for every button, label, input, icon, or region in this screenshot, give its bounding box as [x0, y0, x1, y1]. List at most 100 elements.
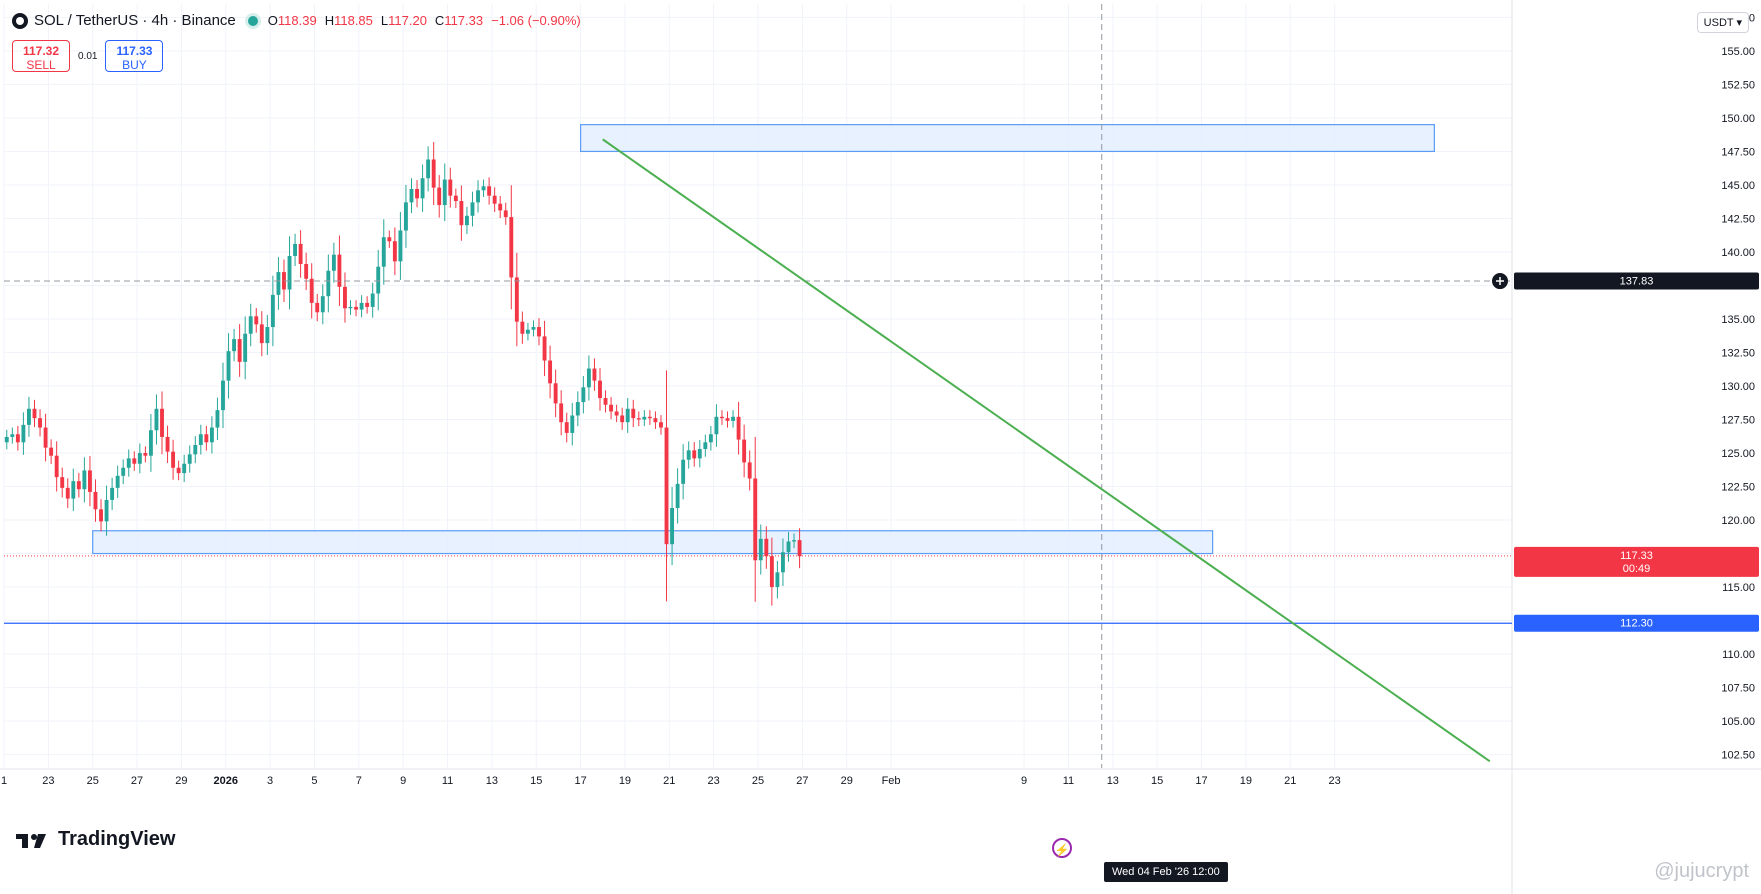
buy-label: BUY: [122, 58, 147, 72]
candle-body: [99, 509, 103, 522]
symbol-title[interactable]: SOL / TetherUS · 4h · Binance: [34, 12, 236, 29]
candle-body: [409, 188, 414, 203]
sell-button[interactable]: 117.32 SELL: [12, 40, 70, 72]
buy-price: 117.33: [116, 44, 153, 58]
candle-body: [221, 380, 225, 411]
candle-body: [753, 478, 758, 561]
low-label: L: [380, 13, 389, 28]
price-tick-label: 120.00: [1721, 515, 1755, 527]
candle-body: [553, 383, 558, 404]
candle-body: [359, 302, 364, 310]
candle-body: [43, 427, 48, 448]
candle-body: [487, 186, 492, 196]
time-tick-label: 13: [1107, 775, 1119, 787]
candle-body: [71, 481, 76, 499]
time-tick-label: 7: [356, 775, 362, 787]
price-tick-label: 145.00: [1721, 180, 1755, 192]
price-tick-label: 110.00: [1722, 649, 1755, 661]
candle-body: [121, 467, 126, 476]
candle-body: [348, 306, 353, 309]
candle-body: [448, 179, 453, 196]
price-tick-label: 147.50: [1721, 146, 1755, 158]
candle-body: [769, 556, 774, 588]
candle-body: [531, 327, 536, 330]
candle-body: [548, 360, 553, 384]
candle-body: [542, 336, 547, 361]
candle-body: [670, 507, 675, 545]
candle-body: [620, 415, 625, 423]
candle-body: [331, 254, 336, 271]
sell-label: SELL: [26, 58, 56, 72]
candle-body: [681, 459, 686, 484]
time-tick-label: 23: [42, 775, 54, 787]
candle-body: [15, 434, 20, 443]
time-tick-label: 19: [1240, 775, 1252, 787]
time-tick-label: 27: [131, 775, 143, 787]
change-value: −1.06 (−0.90%): [491, 13, 581, 28]
candle-body: [581, 387, 586, 403]
lightning-icon[interactable]: ⚡: [1052, 838, 1072, 858]
candle-body: [60, 477, 65, 488]
candle-body: [470, 202, 475, 216]
time-tick-label: 2026: [214, 775, 238, 787]
time-tick-label: 21: [663, 775, 675, 787]
time-tick-label: 11: [442, 775, 453, 787]
spread-value: 0.01: [78, 50, 98, 62]
candle-body: [692, 450, 697, 459]
price-tick-label: 142.50: [1721, 213, 1755, 225]
candle-body: [775, 572, 780, 588]
candlestick-series: [4, 142, 802, 606]
candle-body: [758, 538, 763, 561]
candle-body: [797, 540, 802, 557]
candle-body: [132, 458, 137, 464]
candle-body: [104, 499, 109, 522]
rectangle-zone: [92, 530, 1214, 555]
candle-body: [49, 447, 54, 456]
candle-body: [270, 294, 275, 328]
candle-body: [215, 410, 220, 428]
time-tick-label: 11: [1063, 775, 1074, 787]
candle-body: [137, 453, 142, 464]
candle-body: [354, 306, 358, 310]
candle-body: [731, 416, 735, 421]
candle-body: [781, 552, 785, 573]
price-tick-label: 130.00: [1721, 381, 1755, 393]
candle-body: [614, 411, 619, 416]
candle-body: [315, 302, 320, 313]
price-tick-label: 155.00: [1721, 46, 1755, 58]
candle-body: [625, 408, 630, 423]
price-tick-label: 107.50: [1721, 683, 1755, 695]
tradingview-logo-icon: [16, 833, 46, 848]
candle-body: [243, 333, 248, 362]
price-tick-label: 135.00: [1721, 314, 1755, 326]
line-price-tag-bg: [1514, 614, 1759, 632]
candle-body: [115, 475, 120, 488]
candle-body: [476, 190, 480, 203]
candle-body: [304, 264, 309, 279]
candle-body: [442, 179, 447, 206]
candle-body: [404, 202, 408, 231]
ohlc-values: O118.39 H118.85 L117.20 C117.33 −1.06 (−…: [268, 13, 581, 28]
candle-body: [492, 195, 497, 204]
time-tick-label: 19: [619, 775, 631, 787]
candle-body: [708, 434, 713, 443]
candle-body: [365, 302, 370, 307]
time-tick-label: 23: [1328, 775, 1340, 787]
time-tick-label: 27: [796, 775, 808, 787]
currency-selector[interactable]: USDT ▾: [1696, 12, 1749, 33]
candle-body: [87, 470, 92, 492]
last-price-tag: 00:49: [1623, 563, 1651, 575]
crosshair-price-tag-bg: [1514, 272, 1759, 290]
buy-button[interactable]: 117.33 BUY: [105, 40, 164, 72]
trade-panel: 117.32 SELL 0.01 117.33 BUY: [12, 40, 164, 72]
candle-body: [259, 324, 264, 344]
candle-body: [703, 442, 708, 449]
candle-body: [453, 195, 458, 202]
candle-body: [154, 408, 159, 431]
time-tick-label: 15: [1151, 775, 1163, 787]
candle-body: [65, 487, 70, 499]
time-axis: 1 23 25 27 29 2026 3 5 7 9 11 13 15 17 19 21 23 25 27 29 Feb…: [1, 775, 1341, 787]
candle-body: [742, 439, 747, 463]
